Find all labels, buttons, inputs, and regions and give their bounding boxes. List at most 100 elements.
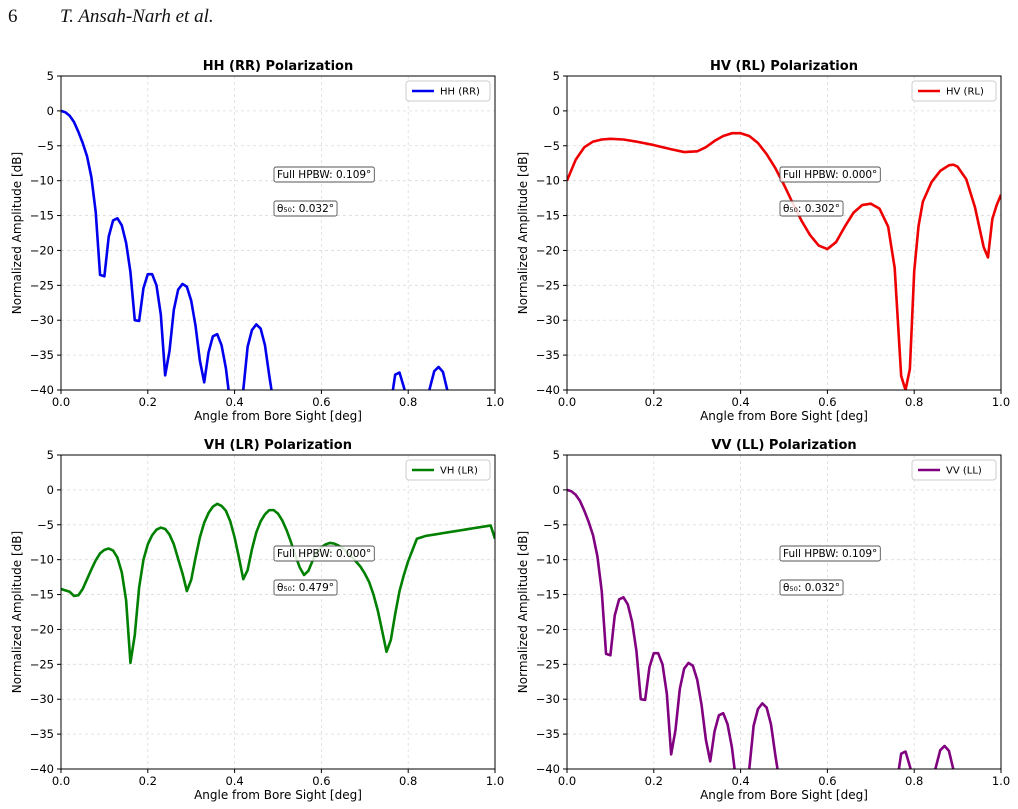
annotation-text: θ₅₀: 0.032° xyxy=(783,582,840,594)
y-tick-label: −25 xyxy=(536,657,560,671)
y-tick-label: −40 xyxy=(536,383,560,397)
y-tick-label: −10 xyxy=(536,174,560,188)
x-tick-label: 0.0 xyxy=(52,395,70,409)
legend-label: HH (RR) xyxy=(440,87,480,98)
legend-frame xyxy=(405,459,491,481)
y-tick-label: −30 xyxy=(536,692,560,706)
x-tick-label: 0.8 xyxy=(905,774,923,788)
y-tick-label: −40 xyxy=(536,762,560,776)
y-tick-label: −5 xyxy=(37,139,54,153)
y-tick-label: −5 xyxy=(543,139,560,153)
chart-panel-3: 0.0 0.2 0.4 0.6 0.8 1.0 5 0 −5 −10 −15 −20 −25 −30 −35… xyxy=(10,438,504,802)
annotation-frame xyxy=(273,545,375,562)
annotation-text: Full HPBW: 0.000° xyxy=(783,169,877,181)
legend-frame xyxy=(911,80,997,102)
legend: HH (RR) xyxy=(405,80,491,102)
x-tick-label: 0.2 xyxy=(645,395,663,409)
legend-frame xyxy=(405,80,491,102)
y-tick-label: 5 xyxy=(47,448,54,462)
y-tick-label: −15 xyxy=(536,209,560,223)
y-tick-label: −15 xyxy=(30,209,54,223)
y-tick-label: 5 xyxy=(553,69,560,83)
chart-panel-4: 0.0 0.2 0.4 0.6 0.8 1.0 5 0 −5 −10 −15 −20 −25 −30 −35… xyxy=(516,438,1010,802)
x-tick-label: 0.6 xyxy=(818,774,836,788)
axes-frame xyxy=(566,75,1002,391)
y-tick-label: −30 xyxy=(536,313,560,327)
y-tick-label: −5 xyxy=(543,518,560,532)
y-tick-label: −20 xyxy=(536,622,560,636)
y-tick-label: −30 xyxy=(30,692,54,706)
y-axis-label: Normalized Amplitude [dB] xyxy=(10,531,24,693)
x-axis-label: Angle from Bore Sight [deg] xyxy=(700,788,868,802)
annotation-box: Full HPBW: 0.109° xyxy=(779,545,881,562)
running-authors: T. Ansah-Narh et al. xyxy=(60,6,214,27)
x-axis-label: Angle from Bore Sight [deg] xyxy=(700,409,868,423)
y-tick-label: 0 xyxy=(553,483,560,497)
grid xyxy=(566,75,1002,391)
legend: VV (LL) xyxy=(911,459,997,481)
annotation-text: Full HPBW: 0.000° xyxy=(277,548,371,560)
y-tick-label: −20 xyxy=(30,622,54,636)
annotation-box: θ₅₀: 0.479° xyxy=(273,579,338,596)
x-tick-label: 0.0 xyxy=(52,774,70,788)
annotation-frame xyxy=(779,545,881,562)
y-tick-label: −20 xyxy=(30,243,54,257)
y-axis-label: Normalized Amplitude [dB] xyxy=(10,152,24,314)
x-tick-label: 1.0 xyxy=(992,395,1010,409)
chart-panel-2: 0.0 0.2 0.4 0.6 0.8 1.0 5 0 −5 −10 −15 −20 −25 −30 −35… xyxy=(516,59,1010,423)
x-tick-label: 1.0 xyxy=(992,774,1010,788)
grid xyxy=(60,75,496,391)
legend-label: VV (LL) xyxy=(946,466,982,477)
annotation-text: Full HPBW: 0.109° xyxy=(277,169,371,181)
annotation-box: θ₅₀: 0.032° xyxy=(779,579,844,596)
annotation-frame xyxy=(273,200,338,217)
x-tick-label: 0.8 xyxy=(399,774,417,788)
y-tick-label: 5 xyxy=(47,69,54,83)
y-tick-label: 0 xyxy=(47,483,54,497)
page-number: 6 xyxy=(8,6,18,27)
y-tick-label: −30 xyxy=(30,313,54,327)
y-tick-label: 5 xyxy=(553,448,560,462)
y-tick-label: −35 xyxy=(536,348,560,362)
y-tick-label: −10 xyxy=(30,174,54,188)
x-tick-label: 0.4 xyxy=(731,774,749,788)
y-tick-label: −10 xyxy=(536,553,560,567)
legend: VH (LR) xyxy=(405,459,491,481)
x-tick-label: 0.2 xyxy=(139,774,157,788)
axes-frame xyxy=(60,75,496,391)
annotation-box: Full HPBW: 0.109° xyxy=(273,166,375,183)
legend-label: VH (LR) xyxy=(440,466,478,477)
y-tick-label: −15 xyxy=(30,588,54,602)
legend-label: HV (RL) xyxy=(946,87,984,98)
x-tick-label: 0.0 xyxy=(558,774,576,788)
x-tick-label: 0.6 xyxy=(312,395,330,409)
y-tick-label: −35 xyxy=(30,727,54,741)
annotation-box: Full HPBW: 0.000° xyxy=(273,545,375,562)
annotation-frame xyxy=(779,200,844,217)
y-tick-label: −35 xyxy=(536,727,560,741)
x-tick-label: 0.2 xyxy=(139,395,157,409)
x-tick-label: 0.0 xyxy=(558,395,576,409)
x-tick-label: 0.8 xyxy=(399,395,417,409)
x-tick-label: 1.0 xyxy=(486,774,504,788)
y-tick-label: −25 xyxy=(536,278,560,292)
y-axis-label: Normalized Amplitude [dB] xyxy=(516,531,530,693)
chart-title: HV (RL) Polarization xyxy=(710,59,858,74)
x-tick-label: 0.8 xyxy=(905,395,923,409)
x-tick-label: 0.4 xyxy=(225,774,243,788)
annotation-box: θ₅₀: 0.302° xyxy=(779,200,844,217)
series-line xyxy=(567,488,955,769)
x-tick-label: 0.2 xyxy=(645,774,663,788)
y-tick-label: 0 xyxy=(47,104,54,118)
x-tick-label: 0.4 xyxy=(731,395,749,409)
annotation-text: θ₅₀: 0.479° xyxy=(277,582,334,594)
axes-frame xyxy=(566,454,1002,770)
x-axis-label: Angle from Bore Sight [deg] xyxy=(194,409,362,423)
annotation-frame xyxy=(273,579,338,596)
y-tick-label: −20 xyxy=(536,243,560,257)
x-axis-label: Angle from Bore Sight [deg] xyxy=(194,788,362,802)
series-line xyxy=(61,109,449,390)
y-tick-label: −35 xyxy=(30,348,54,362)
x-tick-label: 0.4 xyxy=(225,395,243,409)
